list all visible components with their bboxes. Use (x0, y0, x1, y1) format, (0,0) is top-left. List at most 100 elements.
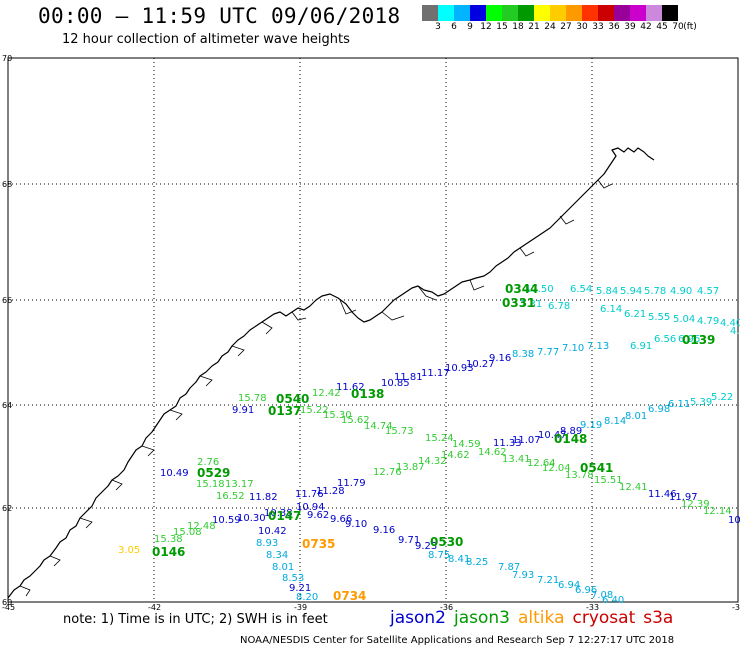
pass-id-label: 0138 (351, 387, 384, 401)
wave-height-value: 8.25 (466, 557, 488, 568)
wave-height-value: 11.17 (421, 368, 450, 379)
pass-id-label: 0541 (580, 461, 613, 475)
wave-height-value: 10.49 (160, 468, 189, 479)
wave-height-value: 8.53 (282, 573, 304, 584)
wave-height-value: 11.33 (493, 438, 522, 449)
latitude-label: 64 (2, 401, 12, 410)
wave-height-value: 9.23 (415, 541, 437, 552)
wave-height-value: 8.20 (296, 592, 318, 603)
wave-height-value: 12.42 (312, 388, 341, 399)
wave-height-value: 7.93 (512, 570, 534, 581)
wave-height-value: 6.91 (630, 341, 652, 352)
longitude-label: -42 (148, 603, 161, 612)
wave-height-value: 12.39 (681, 499, 710, 510)
wave-height-value: 6.40 (602, 595, 624, 606)
wave-height-value: 9.16 (489, 353, 511, 364)
wave-height-value: 13.78 (565, 470, 594, 481)
wave-height-value: 17.50 (525, 284, 554, 295)
wave-height-value: 9.19 (580, 420, 602, 431)
pass-id-label: 0147 (268, 509, 301, 523)
wave-height-value: 11.46 (648, 489, 677, 500)
wave-height-value: 15.18 (196, 479, 225, 490)
wave-height-value: 6.96 (678, 334, 700, 345)
latitude-label: 60 (2, 598, 12, 607)
latitude-label: 62 (2, 504, 12, 513)
wave-height-value: 9.66 (330, 514, 352, 525)
wave-height-value: 4.79 (697, 316, 719, 327)
colorbar-swatch (646, 5, 662, 21)
colorbar-swatch (438, 5, 454, 21)
wave-height-value: 11.79 (337, 478, 366, 489)
wave-height-value: 15.22 (300, 405, 329, 416)
wave-height-value: 7.10 (562, 343, 584, 354)
map-frame (7, 57, 739, 603)
colorbar-swatch (534, 5, 550, 21)
wave-height-value: 13.17 (225, 479, 254, 490)
pass-id-label: 0735 (302, 537, 335, 551)
wave-height-value: 12.14 (703, 506, 732, 517)
colorbar-swatch (614, 5, 630, 21)
wave-height-value: 4.57 (697, 286, 719, 297)
colorbar-swatch (550, 5, 566, 21)
colorbar-swatch (470, 5, 486, 21)
pass-id-label: 0146 (152, 545, 185, 559)
wave-height-value: 12.76 (373, 467, 402, 478)
wave-height-value: 9.10 (345, 519, 367, 530)
graticule (8, 58, 738, 602)
wave-height-value: 12.41 (619, 482, 648, 493)
colorbar-swatch (502, 5, 518, 21)
wave-height-value: 15.62 (341, 415, 370, 426)
wave-height-value: 13.87 (396, 462, 425, 473)
pass-id-label: 0734 (333, 589, 366, 603)
wave-height-value: 11.28 (316, 486, 345, 497)
longitude-label: -30 (732, 603, 740, 612)
wave-height-value: 15.51 (594, 475, 623, 486)
wave-height-value: 8.01 (625, 411, 647, 422)
colorbar-swatch (518, 5, 534, 21)
wave-height-value: 13.41 (502, 454, 531, 465)
pass-id-label: 0331 (502, 296, 535, 310)
wave-height-value: 15.78 (238, 393, 267, 404)
wave-height-value: 7.77 (537, 347, 559, 358)
longitude-label: -39 (294, 603, 307, 612)
colorbar-swatch (582, 5, 598, 21)
colorbar-swatch (422, 5, 438, 21)
wave-height-value: 10.38 (264, 508, 293, 519)
colorbar-swatch (486, 5, 502, 21)
wave-height-value: 6.78 (548, 301, 570, 312)
pass-id-label: 0139 (682, 333, 715, 347)
wave-height-value: 6.96 (575, 585, 597, 596)
colorbar-swatch (598, 5, 614, 21)
wave-height-value: 6.11 (668, 399, 690, 410)
wave-height-value: 5.55 (648, 312, 670, 323)
colorbar-swatch (454, 5, 470, 21)
longitude-label: -33 (586, 603, 599, 612)
colorbar-swatch (630, 5, 646, 21)
wave-height-value: 14.59 (452, 439, 481, 450)
wave-height-value: 9.62 (307, 510, 329, 521)
wave-height-value: 16.52 (216, 491, 245, 502)
colorbar-tick-label: 15 (496, 22, 508, 32)
latitude-label: 70 (2, 54, 12, 63)
wave-height-value: 8.14 (604, 416, 626, 427)
wave-height-value: 10.27 (466, 359, 495, 370)
wave-height-value: 7.31 (520, 299, 542, 310)
greenland-coastline-fjords (19, 179, 613, 597)
colorbar-swatch (662, 5, 678, 21)
wave-height-value: 4.90 (670, 286, 692, 297)
wave-height-value: 4.25 (730, 326, 740, 337)
wave-height-value: 6.98 (648, 404, 670, 415)
wave-height-value: 10 (728, 515, 740, 526)
wave-height-value: 10.42 (258, 526, 287, 537)
wave-height-value: 9.16 (373, 525, 395, 536)
wave-height-value: 8.75 (428, 550, 450, 561)
colorbar-tick-label: 27 (560, 22, 572, 32)
wave-height-value: 10.47 (538, 430, 567, 441)
wave-height-value: 6.54 (570, 284, 592, 295)
wave-height-value: 8.38 (512, 349, 534, 360)
wave-height-value: 5.78 (644, 286, 666, 297)
map-title: 00:00 – 11:59 UTC 09/06/2018 (38, 4, 401, 28)
wave-height-value: 11.62 (336, 382, 365, 393)
wave-height-value: 7.21 (537, 575, 559, 586)
wave-height-value: 10.59 (212, 515, 241, 526)
